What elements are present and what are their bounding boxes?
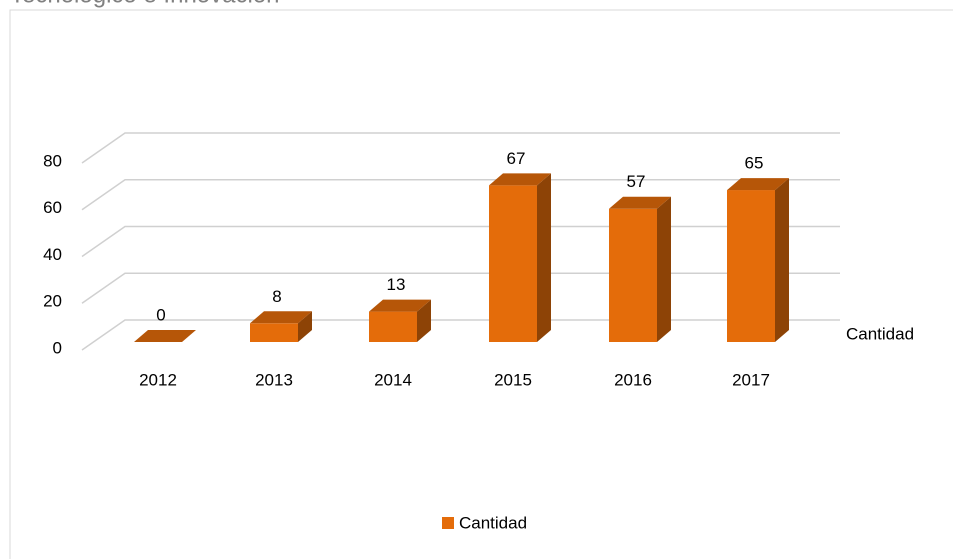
x-tick-label: 2014 xyxy=(374,370,412,389)
y-tick-label: 80 xyxy=(43,151,62,170)
data-label: 8 xyxy=(272,287,281,306)
legend-swatch xyxy=(442,517,454,529)
y-tick-label: 40 xyxy=(43,245,62,264)
bar xyxy=(369,311,417,342)
x-tick-label: 2015 xyxy=(494,370,532,389)
bar-top xyxy=(369,299,431,312)
bar-side xyxy=(657,196,671,342)
bar-top xyxy=(489,173,551,186)
data-label: 0 xyxy=(156,305,165,324)
x-tick-label: 2017 xyxy=(732,370,770,389)
bar-top xyxy=(609,196,671,209)
bar xyxy=(609,208,657,342)
bar xyxy=(250,323,298,342)
data-label: 57 xyxy=(627,172,646,191)
data-label: 13 xyxy=(387,275,406,294)
chart-title: Tecnológico e Innovación xyxy=(10,0,280,8)
bar-side xyxy=(417,299,431,342)
bar xyxy=(727,190,775,342)
bar-top xyxy=(727,178,789,191)
x-tick-label: 2012 xyxy=(139,370,177,389)
depth-axis-label: Cantidad xyxy=(846,324,914,343)
grid-line xyxy=(81,319,840,351)
data-label: 65 xyxy=(745,154,764,173)
bar-side xyxy=(537,173,551,342)
bar-side xyxy=(775,178,789,342)
data-label: 67 xyxy=(507,149,526,168)
y-tick-label: 20 xyxy=(43,292,62,311)
grid-line xyxy=(81,225,840,258)
grid-line xyxy=(81,179,840,211)
grid-line xyxy=(81,132,840,164)
bar-top xyxy=(134,330,196,342)
chart-border xyxy=(9,9,953,559)
y-tick-label: 60 xyxy=(43,198,62,217)
x-tick-label: 2013 xyxy=(255,370,293,389)
y-tick-label: 0 xyxy=(53,338,62,357)
bar-top xyxy=(250,311,312,324)
bar-side xyxy=(298,311,312,342)
bar xyxy=(489,185,537,342)
grid-line xyxy=(81,272,840,304)
legend-label: Cantidad xyxy=(459,513,527,532)
x-tick-label: 2016 xyxy=(614,370,652,389)
